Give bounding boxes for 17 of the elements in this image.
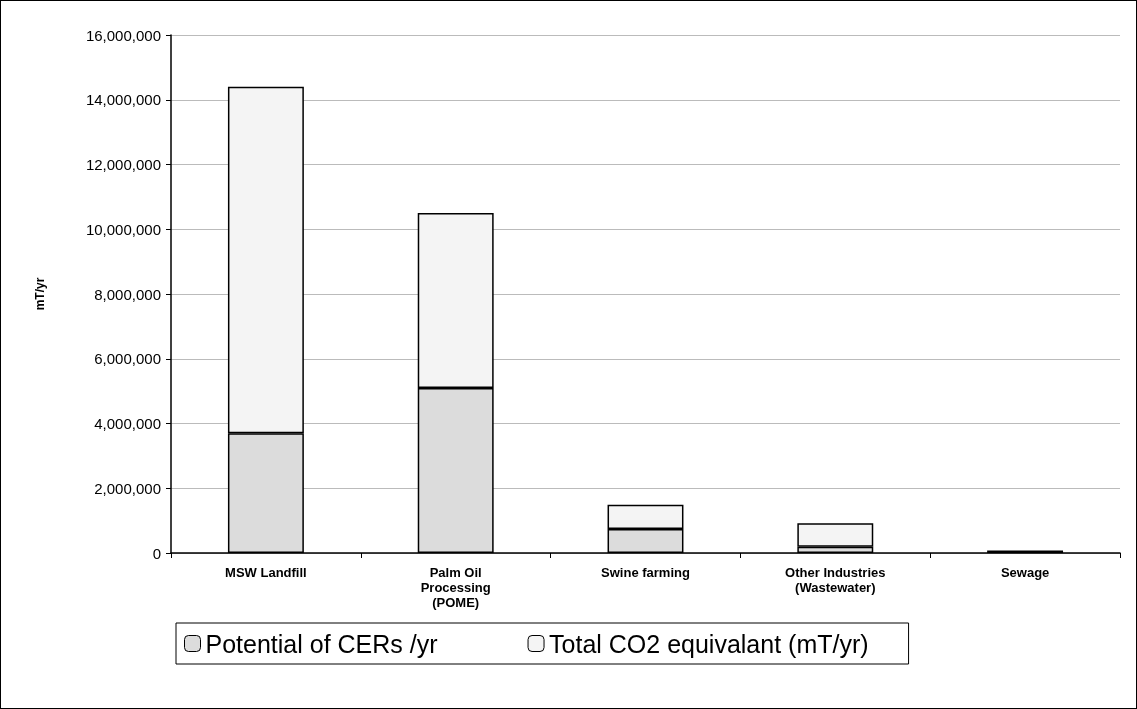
y-tick-label: 12,000,000 <box>85 156 161 173</box>
x-tick-label: MSW Landfill <box>225 565 307 580</box>
x-tick-label: Other Industries (Wastewater) <box>785 565 886 595</box>
legend-label: Potential of CERs /yr <box>205 629 438 658</box>
y-tick-label: 4,000,000 <box>94 415 161 432</box>
y-axis-title: mT/yr <box>33 277 47 311</box>
x-tick-label: Palm Oil Processing (POME) <box>420 565 491 610</box>
y-tick-label: 10,000,000 <box>85 220 161 238</box>
y-tick-label: 2,000,000 <box>94 479 161 497</box>
x-tick-label: Sewage <box>1000 565 1050 580</box>
y-tick-label: 8,000,000 <box>94 285 161 303</box>
legend-label: Total CO2 equivalant (mT/yr) <box>549 629 869 658</box>
y-tick-label: 14,000,000 <box>85 91 161 109</box>
y-tick-label: 0 <box>152 544 161 562</box>
x-tick-label: Swine farming <box>601 565 690 580</box>
y-tick-label: 6,000,000 <box>94 350 161 368</box>
y-tick-label: 16,000,000 <box>85 26 161 44</box>
